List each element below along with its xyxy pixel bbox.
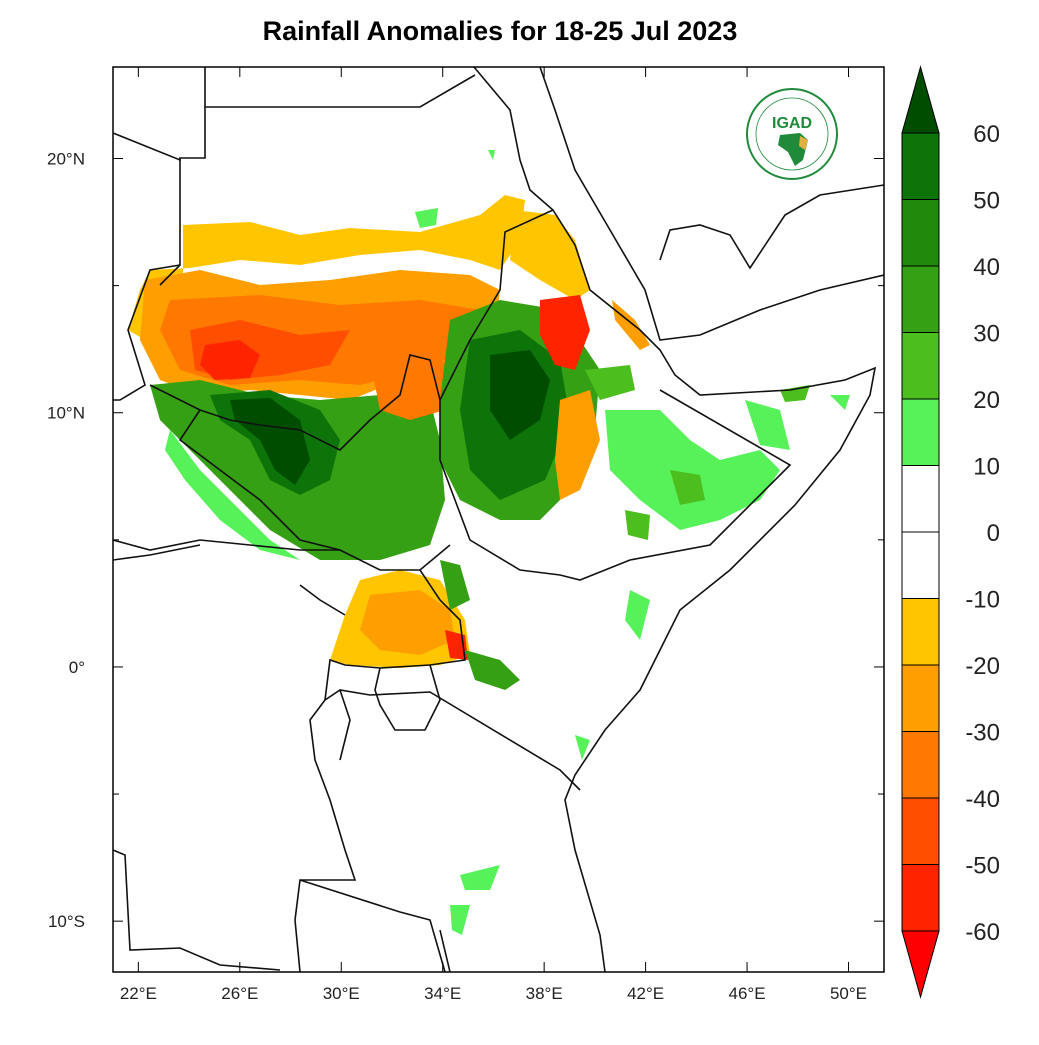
colorbar-arrow-bottom xyxy=(901,930,940,999)
country-borders xyxy=(113,67,884,972)
axis-ticks: 22°E 26°E 30°E 34°E 38°E 42°E 46°E 50°E 20°N 10°N… xyxy=(47,67,884,1003)
colorbar-segment xyxy=(901,731,940,799)
x-tick-label: 22°E xyxy=(120,984,157,1003)
colorbar-arrow-top xyxy=(901,65,940,134)
anomaly-region-afar-green xyxy=(585,365,635,400)
colorbar-segment xyxy=(901,465,940,533)
colorbar-label: 0 xyxy=(987,520,1000,547)
anomaly-region-eritrea-dry xyxy=(510,210,590,300)
colorbar-segment xyxy=(901,199,940,267)
colorbar-segment xyxy=(901,598,940,666)
colorbar-label: -10 xyxy=(965,587,1000,614)
colorbar-segment xyxy=(901,132,940,200)
x-tick-label: 42°E xyxy=(627,984,664,1003)
x-tick-label: 50°E xyxy=(830,984,867,1003)
anomaly-region-somali-green xyxy=(625,385,810,540)
plot-frame xyxy=(112,66,885,973)
svg-text:IGAD: IGAD xyxy=(772,115,812,132)
colorbar-segment xyxy=(901,664,940,732)
x-tick-label: 34°E xyxy=(424,984,461,1003)
y-tick-label: 10°N xyxy=(47,404,85,423)
anomaly-region-uganda-orange xyxy=(360,590,455,655)
colorbar-label: 40 xyxy=(973,254,1000,281)
colorbar-label: 50 xyxy=(973,188,1000,215)
anomaly-region-chad-deepred xyxy=(200,340,260,380)
colorbar-segment xyxy=(901,797,940,865)
anomaly-region-ethiopia-north-red xyxy=(540,295,590,370)
colorbar: 60 50 40 30 20 10 0 -10 -20 -30 -40 -50 -60 xyxy=(901,65,1000,999)
colorbar-label: 10 xyxy=(973,454,1000,481)
y-tick-label: 10°S xyxy=(48,912,85,931)
colorbar-label: 60 xyxy=(973,121,1000,148)
igad-logo: IGAD xyxy=(746,88,838,180)
anomaly-region-eritrea-coast-orange xyxy=(612,300,650,350)
x-tick-label: 26°E xyxy=(221,984,258,1003)
y-tick-label: 20°N xyxy=(47,150,85,169)
colorbar-label: -60 xyxy=(965,919,1000,946)
x-tick-label: 38°E xyxy=(526,984,563,1003)
colorbar-segment xyxy=(901,398,940,466)
y-tick-label: 0° xyxy=(69,658,85,677)
anomaly-field xyxy=(128,150,850,935)
colorbar-segment xyxy=(901,864,940,932)
anomaly-region-scattered-lightgreen xyxy=(450,395,850,935)
anomaly-region-ethiopia-max xyxy=(490,350,550,440)
colorbar-label: 30 xyxy=(973,321,1000,348)
colorbar-label: -30 xyxy=(965,720,1000,747)
anomaly-region-car-lightgreen xyxy=(165,430,300,560)
colorbar-segment xyxy=(901,332,940,400)
anomaly-region-somali-lightgreen xyxy=(605,410,780,530)
anomaly-region-kenya-west-green xyxy=(440,560,520,690)
colorbar-label: 20 xyxy=(973,387,1000,414)
x-tick-label: 46°E xyxy=(729,984,766,1003)
anomaly-region-sahel-dry xyxy=(128,195,525,340)
anomaly-region-ethiopia-east-orange xyxy=(555,390,600,500)
anomaly-region-sudan-orange2 xyxy=(370,350,460,420)
colorbar-segment xyxy=(901,265,940,333)
colorbar-segment xyxy=(901,531,940,599)
x-tick-label: 30°E xyxy=(323,984,360,1003)
anomaly-region-car-max xyxy=(230,398,310,485)
colorbar-label: -20 xyxy=(965,653,1000,680)
colorbar-label: -50 xyxy=(965,853,1000,880)
colorbar-label: -40 xyxy=(965,786,1000,813)
anomaly-region-north-green xyxy=(415,150,495,228)
chart-title: Rainfall Anomalies for 18-25 Jul 2023 xyxy=(262,16,738,46)
